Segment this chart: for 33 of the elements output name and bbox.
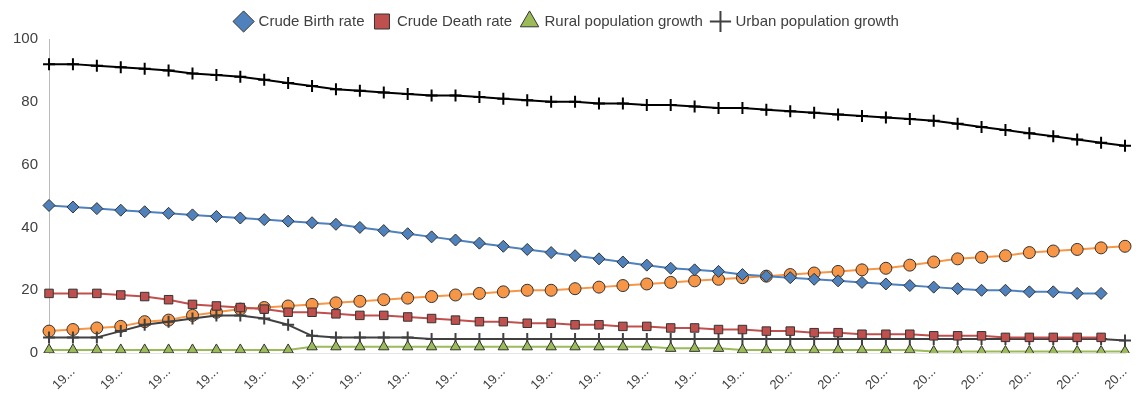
- x-tick-label: 20...: [1101, 363, 1130, 393]
- x-tick-label: 20...: [766, 363, 795, 393]
- legend-label: Crude Death rate: [396, 11, 513, 29]
- y-tick-label: 60: [21, 154, 39, 172]
- y-tick-label: 80: [21, 91, 39, 109]
- x-tick-label: 19...: [96, 363, 126, 393]
- x-tick-label: 20...: [1053, 363, 1082, 393]
- legend-label: Urban population growth: [735, 11, 899, 29]
- x-tick-label: 19...: [670, 363, 700, 393]
- y-tick-label: 20: [21, 280, 39, 298]
- y-tick-label: 0: [29, 343, 39, 361]
- x-tick-label: 19...: [288, 363, 317, 393]
- x-tick-label: 20...: [814, 363, 843, 393]
- x-tick-label: 19...: [336, 363, 365, 393]
- x-tick-label: 19...: [49, 363, 78, 393]
- x-tick-label: 19...: [431, 363, 461, 393]
- x-tick-label: 19...: [718, 363, 748, 393]
- x-tick-label: 19...: [575, 363, 604, 393]
- x-tick-label: 20...: [1005, 363, 1035, 393]
- x-tick-label: 20...: [862, 363, 891, 393]
- y-tick-label: 40: [21, 217, 39, 235]
- x-tick-label: 19...: [192, 363, 222, 393]
- x-tick-label: 19...: [144, 363, 174, 393]
- x-tick-label: 20...: [957, 363, 987, 393]
- x-tick-label: 19...: [240, 363, 269, 393]
- x-tick-label: 19...: [479, 363, 508, 393]
- legend-label: Rural population growth: [544, 11, 703, 29]
- x-tick-label: 19...: [383, 363, 413, 393]
- y-tick-label: 100: [13, 29, 39, 47]
- x-tick-label: 19...: [622, 363, 652, 393]
- legend-label: Crude Birth rate: [258, 11, 365, 29]
- x-tick-label: 19...: [527, 363, 556, 393]
- x-tick-label: 20...: [909, 363, 939, 393]
